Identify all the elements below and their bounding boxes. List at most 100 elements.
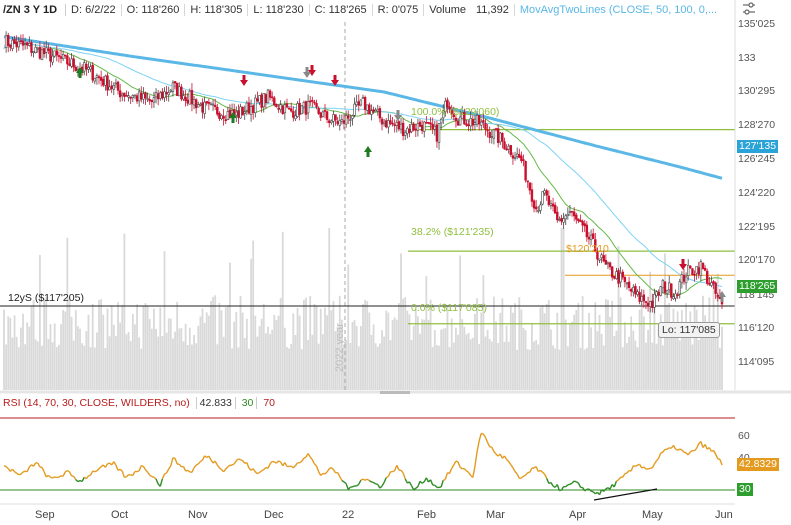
rsi-segment — [539, 469, 543, 473]
rsi-segment — [85, 475, 90, 480]
rsi-segment — [687, 451, 691, 456]
volume-bar — [630, 316, 633, 390]
volume-bar — [543, 313, 546, 390]
rsi-segment — [14, 471, 18, 474]
buy-arrow-icon — [364, 146, 372, 157]
candle-body — [530, 189, 534, 202]
volume-bar — [678, 340, 681, 390]
candle-body — [661, 279, 665, 289]
candle-body — [285, 103, 289, 108]
candle-body — [699, 261, 703, 276]
candle-body — [336, 121, 339, 125]
moving-average-study-label[interactable]: MovAvgTwoLines (CLOSE, 50, 100, 0,... — [519, 3, 718, 16]
candle-body — [670, 283, 673, 298]
candle-body — [173, 81, 177, 84]
volume-bar — [459, 255, 462, 390]
candle-body — [518, 154, 521, 158]
rsi-segment — [542, 471, 546, 475]
low-callout: Lo: 117'085 — [658, 322, 720, 338]
rsi-segment — [64, 470, 68, 473]
candle-body — [347, 115, 350, 119]
candle-body — [646, 302, 650, 307]
rsi-axis-60: 60 — [738, 430, 750, 442]
rsi-pane[interactable] — [0, 392, 735, 501]
rsi-segment — [711, 449, 714, 452]
rsi-segment — [387, 471, 392, 477]
volume-bar — [77, 326, 79, 390]
rsi-segment — [459, 466, 463, 470]
rsi-segment — [290, 465, 294, 469]
candle-body — [340, 119, 344, 122]
candle-body — [387, 120, 390, 128]
volume-bar — [465, 334, 468, 390]
rsi-legend[interactable]: RSI (14, 70, 30, CLOSE, WILDERS, no) 42.… — [3, 397, 278, 409]
volume-bar — [267, 326, 269, 390]
rsi-segment — [54, 476, 57, 479]
rsi-segment — [11, 468, 16, 473]
candle-body — [689, 265, 692, 269]
volume-bar — [461, 319, 464, 390]
volume-bar — [452, 342, 455, 390]
candle-body — [615, 271, 618, 279]
rsi-segment — [201, 455, 206, 461]
volume-bar — [256, 336, 259, 390]
price-axis-label: 133 — [738, 52, 756, 64]
rsi-segment — [240, 459, 243, 462]
symbol-label[interactable]: /ZN 3 Y 1D — [0, 3, 67, 16]
volume-bar — [359, 326, 362, 390]
candle-body — [608, 262, 612, 268]
rsi-segment — [622, 473, 626, 478]
rsi-segment — [225, 466, 229, 470]
rsi-segment — [75, 479, 79, 483]
rsi-segment — [635, 464, 638, 467]
volume-bar — [537, 344, 540, 390]
volume-bar — [509, 306, 512, 390]
rsi-segment — [559, 489, 562, 492]
pane-divider-handle[interactable] — [380, 391, 410, 394]
volume-bar — [140, 348, 143, 390]
settings-sliders-icon[interactable] — [741, 1, 757, 17]
volume-bar — [623, 322, 626, 390]
candle-body — [668, 282, 671, 291]
rsi-segment — [633, 464, 636, 467]
price-axis-label: 124'220 — [738, 187, 776, 199]
candle-body — [629, 288, 633, 292]
rsi-segment — [408, 481, 413, 487]
candle-body — [627, 281, 631, 289]
candle-body — [148, 99, 151, 102]
volume-bar — [43, 298, 46, 390]
candle-body — [315, 103, 318, 108]
candle-body — [439, 118, 443, 124]
volume-bar — [704, 315, 707, 390]
volume-bar — [349, 342, 352, 390]
candle-body — [560, 217, 563, 222]
rsi-segment — [68, 471, 73, 477]
volume-bar — [233, 321, 236, 390]
rsi-segment — [214, 460, 218, 466]
candle-body — [220, 115, 223, 120]
buy-arrow-icon — [76, 67, 84, 78]
volume-bar — [476, 298, 478, 390]
volume-bar — [463, 326, 466, 390]
price-axis-label: 120'170 — [738, 254, 776, 266]
volume-bar — [58, 344, 60, 390]
volume-bar — [153, 308, 155, 390]
candle-body — [496, 128, 500, 144]
candle-body — [363, 97, 367, 110]
volume-bar — [505, 325, 508, 390]
candle-body — [575, 214, 578, 220]
volume-bar — [370, 334, 373, 390]
volume-bar — [150, 328, 153, 390]
volume-bar — [237, 347, 240, 390]
volume-bar — [26, 322, 29, 390]
volume-bar — [659, 314, 662, 390]
candle-body — [178, 86, 181, 97]
candle-body — [659, 286, 662, 296]
rsi-oversold-level: 30 — [238, 397, 258, 409]
rsi-segment — [468, 472, 472, 476]
volume-bar — [64, 311, 67, 390]
volume-bar — [174, 331, 176, 390]
volume-bar — [229, 262, 231, 390]
rsi-study-name[interactable]: RSI (14, 70, 30, CLOSE, WILDERS, no) — [3, 397, 190, 409]
